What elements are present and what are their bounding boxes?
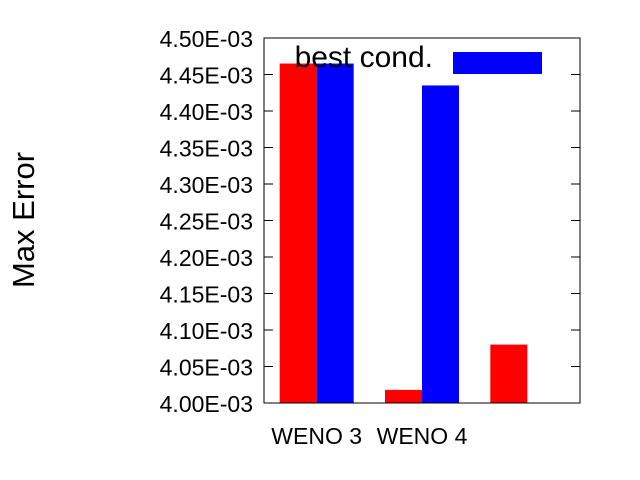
bars-group <box>279 63 528 404</box>
y-tick-label: 4.15E-03 <box>160 282 253 308</box>
x-tick-label: WENO 4 <box>377 423 468 449</box>
bar-series-0-category-2 <box>490 344 528 403</box>
bar-series-0-category-0 <box>279 63 317 404</box>
legend-label-best-cond: best cond. <box>295 41 433 74</box>
y-tick-label: 4.45E-03 <box>160 63 253 89</box>
y-tick-label: 4.05E-03 <box>160 355 253 381</box>
y-axis: 4.00E-03 4.05E-03 4.10E-03 4.15E-03 4.20E-03… <box>160 26 580 417</box>
bar-series-1-category-1 <box>422 85 459 403</box>
y-tick-label: 4.30E-03 <box>160 172 253 198</box>
x-tick-label: WENO 3 <box>271 423 362 449</box>
y-tick-label: 4.20E-03 <box>160 245 253 271</box>
y-axis-label: Max Error <box>6 152 41 288</box>
y-tick-label: 4.35E-03 <box>160 136 253 162</box>
bar-series-1-category-0 <box>316 63 354 404</box>
legend-swatch-best-cond <box>453 52 542 74</box>
y-tick-label: 4.50E-03 <box>160 26 253 52</box>
y-tick-label: 4.10E-03 <box>160 318 253 344</box>
legend: best cond. <box>295 41 542 74</box>
y-tick-label: 4.00E-03 <box>160 391 253 417</box>
bar-series-0-category-1 <box>385 389 422 403</box>
x-axis: WENO 3 WENO 4 <box>271 423 467 449</box>
y-tick-label: 4.25E-03 <box>160 209 253 235</box>
y-tick-label: 4.40E-03 <box>160 99 253 125</box>
